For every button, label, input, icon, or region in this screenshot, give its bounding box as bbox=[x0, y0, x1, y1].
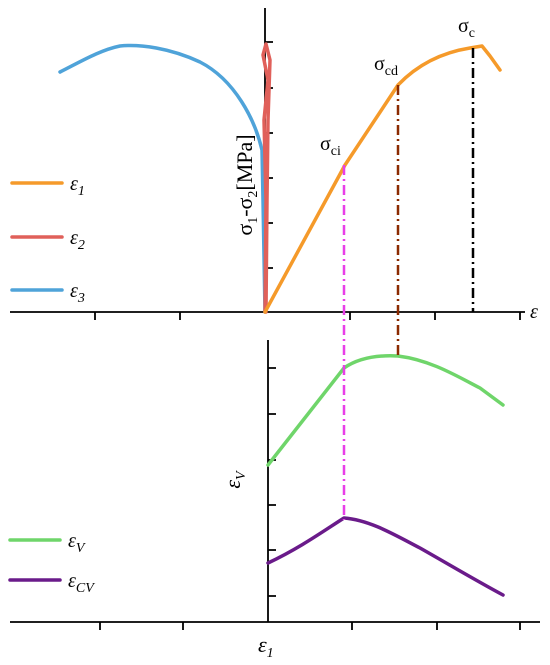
epsilonCV-curve bbox=[266, 516, 505, 597]
lower-axes bbox=[10, 340, 540, 630]
lower-y-label: εV bbox=[220, 470, 249, 489]
label-part: 1 bbox=[267, 646, 274, 661]
sigma-c: σc bbox=[458, 15, 475, 41]
label-part: σ bbox=[232, 224, 257, 236]
label-part: ε bbox=[70, 227, 78, 249]
label-part: 1 bbox=[246, 217, 261, 224]
svg-text:εCV: εCV bbox=[68, 570, 95, 596]
epsilon2-curve bbox=[261, 42, 272, 314]
epsilon1-curve bbox=[263, 44, 502, 314]
upper-y-label: σ1-σ2[MPa] bbox=[232, 134, 261, 235]
label-part: CV bbox=[76, 581, 95, 596]
label-part: ε bbox=[258, 632, 267, 657]
label-part: cd bbox=[385, 64, 398, 79]
lower-legend: εV εCV bbox=[8, 530, 95, 596]
label-part: ε bbox=[220, 480, 245, 489]
label-part: 2 bbox=[246, 191, 261, 198]
svg-text:ε2: ε2 bbox=[70, 227, 85, 253]
label-part: 3 bbox=[77, 291, 85, 306]
svg-text:εV: εV bbox=[68, 530, 86, 556]
label-part: ε bbox=[70, 173, 78, 195]
label-part: σ bbox=[320, 133, 331, 155]
upper-legend: ε1 ε2 ε3 bbox=[10, 173, 85, 306]
sigma-ci: σci bbox=[320, 133, 341, 159]
label-part: [MPa] bbox=[232, 134, 257, 190]
label-part: ci bbox=[331, 144, 341, 159]
label-part: V bbox=[76, 541, 86, 556]
epsilonV-curve bbox=[266, 354, 505, 467]
label-part: 2 bbox=[78, 238, 85, 253]
label-part: ε bbox=[68, 570, 76, 592]
label-part: σ bbox=[374, 53, 385, 75]
label-part: ε bbox=[68, 530, 76, 552]
epsilon3-curve bbox=[58, 43, 267, 314]
svg-text:ε1: ε1 bbox=[70, 173, 85, 199]
sigma-cd: σcd bbox=[374, 53, 398, 79]
svg-text:ε3: ε3 bbox=[70, 280, 85, 306]
lower-x-label: ε1 bbox=[258, 632, 274, 661]
label-part: c bbox=[469, 26, 475, 41]
label-part: -σ bbox=[232, 197, 257, 216]
label-part: ε bbox=[70, 280, 78, 302]
label-part: σ bbox=[458, 15, 469, 37]
label-part: V bbox=[234, 470, 249, 480]
label-part: 1 bbox=[78, 184, 85, 199]
upper-x-label: ε bbox=[530, 301, 538, 323]
